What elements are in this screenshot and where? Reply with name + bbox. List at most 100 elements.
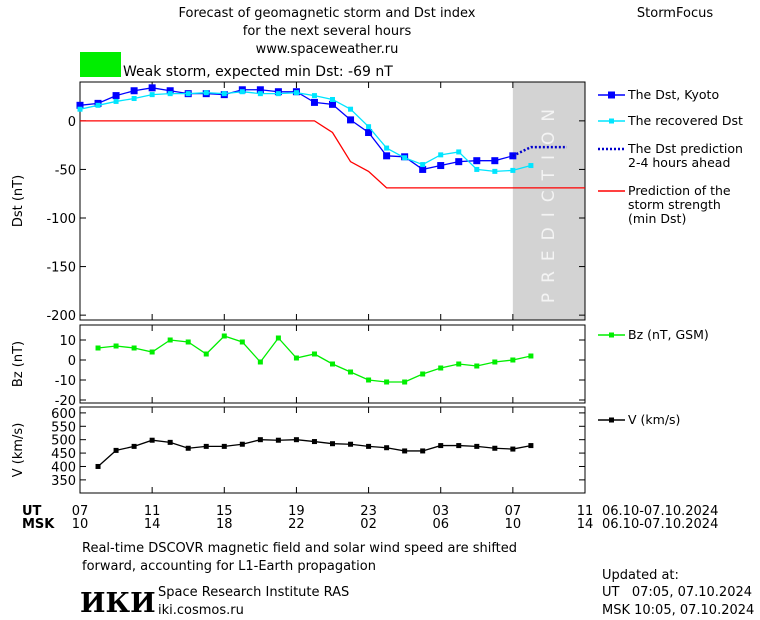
data-point: [510, 446, 516, 452]
data-point: [239, 441, 245, 447]
data-point: [257, 359, 263, 365]
updated-msk: MSK 10:05, 07.10.2024: [602, 603, 754, 618]
data-point: [131, 96, 137, 102]
data-point: [167, 91, 173, 97]
data-point: [239, 339, 245, 345]
data-point: [76, 101, 84, 109]
data-point: [293, 90, 299, 96]
logo: ИКИ: [80, 588, 156, 619]
prediction-zone: [512, 82, 585, 320]
data-point: [419, 165, 427, 173]
x-tick-label: 15: [216, 504, 233, 519]
data-point: [438, 152, 444, 158]
data-point: [112, 92, 120, 100]
data-point: [166, 87, 174, 95]
data-point: [95, 345, 101, 351]
data-point: [257, 437, 263, 443]
data-point: [366, 443, 372, 449]
data-point: [167, 337, 173, 343]
data-point: [437, 162, 445, 170]
x-tick-label: 22: [288, 517, 305, 532]
data-point: [275, 437, 281, 443]
title: Forecast of geomagnetic storm and Dst in…: [178, 6, 475, 57]
brand: StormFocus: [637, 6, 713, 21]
data-point: [420, 162, 426, 168]
y-tick-label: -10: [55, 374, 76, 389]
data-point: [528, 353, 534, 359]
data-point: [420, 448, 426, 454]
legend-marker: [609, 118, 614, 124]
data-point: [203, 443, 209, 449]
plot-frame: [79, 81, 586, 321]
data-point: [330, 96, 335, 102]
data-point: [348, 106, 354, 112]
data-point: [77, 106, 83, 112]
prediction-label: PREDICTION: [539, 99, 559, 303]
data-point: [492, 359, 498, 365]
data-point: [348, 369, 354, 375]
y-tick-label: -200: [46, 309, 76, 324]
y-tick-label: 0: [68, 115, 76, 130]
data-point: [402, 379, 408, 385]
legend-marker: [609, 332, 614, 338]
ut-range: 06.10-07.10.2024: [602, 504, 718, 519]
data-point: [131, 443, 137, 449]
data-point: [239, 89, 245, 95]
data-point: [456, 443, 462, 449]
data-point: [203, 351, 209, 357]
data-point: [293, 355, 299, 361]
series-line: [512, 145, 567, 157]
data-point: [130, 87, 138, 95]
data-point: [491, 157, 499, 165]
data-point: [330, 441, 335, 447]
series-line: [80, 120, 585, 189]
y-axis-label: Bz (nT): [11, 341, 26, 387]
x-tick-label: 06: [432, 517, 449, 532]
x-tick-label: 18: [216, 517, 233, 532]
data-point: [167, 439, 173, 445]
y-axis-label: Dst (nT): [11, 175, 26, 227]
data-point: [456, 149, 462, 155]
data-point: [348, 441, 354, 447]
data-point: [438, 443, 444, 449]
data-point: [455, 158, 463, 166]
msk-range: 06.10-07.10.2024: [602, 517, 718, 532]
x-tick-label: 10: [72, 517, 89, 532]
data-point: [148, 84, 156, 92]
data-point: [185, 91, 191, 97]
data-point: [528, 163, 534, 169]
legend-label: The Dst prediction 2-4 hours ahead: [627, 141, 743, 170]
data-point: [257, 91, 263, 97]
x-tick-label: 10: [505, 517, 522, 532]
x-tick-label: 19: [288, 504, 305, 519]
data-point: [221, 91, 227, 97]
data-point: [510, 167, 516, 173]
legend-label: The recovered Dst: [627, 113, 743, 128]
data-point: [113, 447, 119, 453]
data-point: [275, 91, 281, 97]
y-tick-label: 400: [51, 460, 76, 475]
data-point: [113, 343, 119, 349]
data-point: [311, 93, 317, 99]
x-tick-label: 14: [144, 517, 161, 532]
data-point: [203, 90, 209, 96]
data-point: [185, 339, 191, 345]
y-tick-label: -20: [55, 394, 76, 409]
legend-label: Prediction of the storm strength (min Dst): [628, 183, 731, 226]
data-point: [310, 98, 318, 106]
data-point: [149, 349, 155, 355]
data-point: [347, 116, 355, 124]
data-point: [365, 129, 373, 137]
data-point: [185, 445, 191, 451]
updated: Updated at:: [602, 568, 679, 583]
data-point: [383, 152, 391, 160]
x-tick-label: 07: [72, 504, 89, 519]
y-tick-label: 550: [51, 420, 76, 435]
data-point: [510, 357, 516, 363]
data-point: [366, 124, 372, 130]
legend-marker: [609, 417, 614, 423]
data-point: [275, 335, 281, 341]
y-tick-label: 0: [68, 354, 76, 369]
